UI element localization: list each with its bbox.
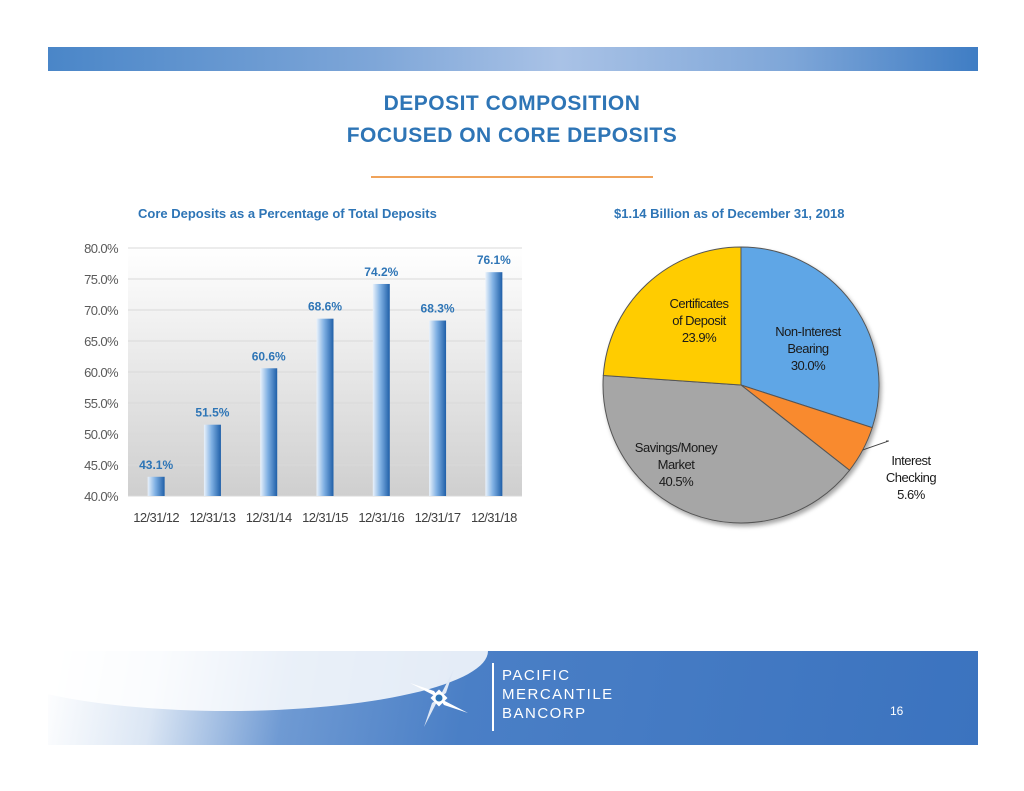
pie-slice-label: Market [658, 457, 696, 472]
logo-text-line2: MERCANTILE [502, 686, 614, 703]
bar-data-label: 74.2% [364, 265, 398, 279]
pie-value-label: 30.0% [791, 358, 826, 373]
pie-slice-label: Certificates [669, 296, 729, 311]
title-divider [371, 176, 653, 178]
x-tick-label: 12/31/14 [246, 510, 292, 525]
bar [260, 368, 278, 496]
pie-slices [602, 246, 880, 524]
bar [147, 476, 165, 496]
pie-slice-label: Non-Interest [775, 324, 841, 339]
logo-separator [492, 663, 494, 731]
top-banner [48, 47, 978, 71]
bar-data-label: 51.5% [195, 406, 229, 420]
y-tick-label: 65.0% [84, 334, 119, 349]
bar [203, 424, 221, 496]
x-tick-label: 12/31/12 [133, 510, 179, 525]
pie-slice-label: Savings/Money [635, 440, 718, 455]
bar-data-label: 68.6% [308, 300, 342, 314]
slide-title-line2: FOCUSED ON CORE DEPOSITS [346, 124, 678, 147]
pie-slice [740, 246, 880, 429]
x-tick-label: 12/31/15 [302, 510, 348, 525]
x-tick-label: 12/31/17 [415, 510, 461, 525]
y-tick-label: 55.0% [84, 396, 119, 411]
y-tick-label: 75.0% [84, 272, 119, 287]
pie-value-label: 5.6% [897, 487, 926, 502]
y-tick-label: 45.0% [84, 458, 119, 473]
pie-slice-label: of Deposit [672, 313, 726, 328]
pie-value-label: 40.5% [659, 474, 694, 489]
pie-chart-title: $1.14 Billion as of December 31, 2018 [614, 206, 845, 221]
page-number: 16 [890, 704, 904, 718]
x-tick-label: 12/31/18 [471, 510, 517, 525]
y-tick-label: 40.0% [84, 489, 119, 504]
pie-slice-label: Checking [886, 470, 936, 485]
bar-data-label: 60.6% [252, 349, 286, 363]
pie-value-label: 23.9% [682, 330, 717, 345]
bar-data-label: 43.1% [139, 458, 173, 472]
bar-data-label: 68.3% [421, 302, 455, 316]
y-tick-label: 60.0% [84, 365, 119, 380]
pie-slice [602, 374, 851, 524]
pie-slice-label: Bearing [787, 341, 829, 356]
pie-leader-line [862, 440, 889, 451]
bar-data-label: 76.1% [477, 253, 511, 267]
y-tick-label: 80.0% [84, 241, 119, 256]
logo-text-line3: BANCORP [502, 705, 587, 722]
x-tick-label: 12/31/13 [190, 510, 236, 525]
bar [316, 318, 334, 496]
bar [372, 283, 390, 496]
pie-slice [602, 246, 742, 386]
y-tick-label: 70.0% [84, 303, 119, 318]
slide-title-line1: DEPOSIT COMPOSITION [383, 92, 641, 115]
y-tick-label: 50.0% [84, 427, 119, 442]
x-tick-label: 12/31/16 [358, 510, 404, 525]
bar-chart-title: Core Deposits as a Percentage of Total D… [138, 206, 437, 221]
pie-slice-label: Interest [891, 453, 931, 468]
pinwheel-logo-icon [410, 669, 468, 727]
bar [429, 320, 447, 496]
footer-banner: PACIFIC MERCANTILE BANCORP 16 [48, 651, 978, 745]
logo-text-line1: PACIFIC [502, 667, 571, 684]
bar [485, 272, 503, 496]
